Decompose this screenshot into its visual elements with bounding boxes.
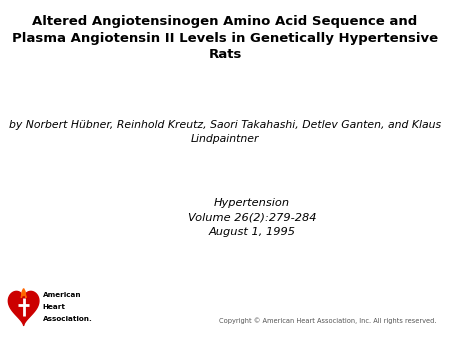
Text: by Norbert Hübner, Reinhold Kreutz, Saori Takahashi, Detlev Ganten, and Klaus
Li: by Norbert Hübner, Reinhold Kreutz, Saor…: [9, 120, 441, 144]
Text: American: American: [43, 292, 81, 298]
Text: Hypertension
Volume 26(2):279-284
August 1, 1995: Hypertension Volume 26(2):279-284 August…: [188, 198, 316, 237]
Text: Association.: Association.: [43, 316, 93, 322]
Text: Copyright © American Heart Association, Inc. All rights reserved.: Copyright © American Heart Association, …: [219, 318, 436, 324]
Text: Altered Angiotensinogen Amino Acid Sequence and
Plasma Angiotensin II Levels in : Altered Angiotensinogen Amino Acid Seque…: [12, 15, 438, 61]
Polygon shape: [21, 289, 26, 298]
Text: Heart: Heart: [43, 304, 66, 310]
Polygon shape: [8, 291, 39, 325]
